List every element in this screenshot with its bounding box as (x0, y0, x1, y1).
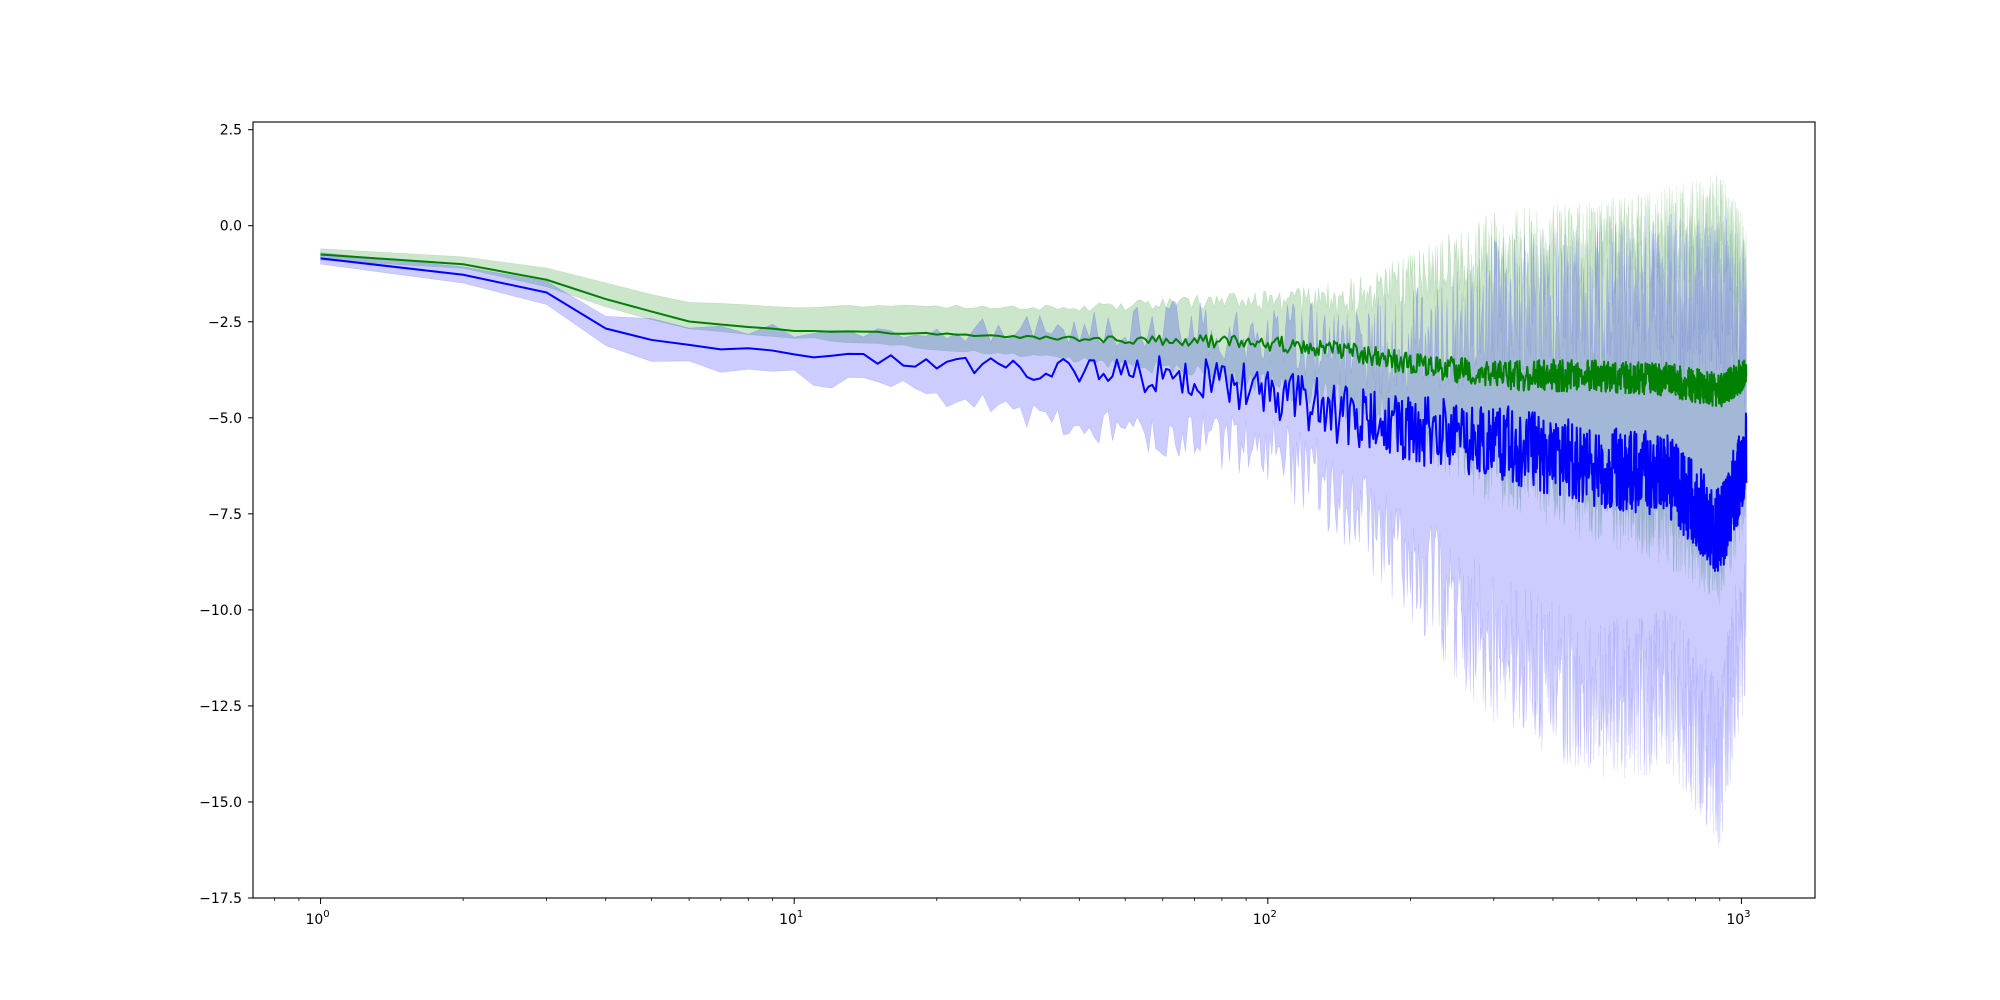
y-tick-label: −17.5 (199, 891, 242, 907)
x-axis: 100 101 102 103 (274, 898, 1751, 928)
series-layer (320, 174, 1748, 848)
x-tick-label: 101 (779, 909, 803, 928)
series-2-line (320, 257, 1748, 573)
x-tick-label: 103 (1726, 909, 1750, 928)
series-1-line (320, 253, 1748, 408)
x-tick-label: 102 (1253, 909, 1277, 928)
y-tick-label: −5.0 (208, 411, 242, 427)
y-tick-label: 2.5 (220, 123, 242, 139)
y-tick-label: −2.5 (208, 315, 242, 331)
y-tick-label: 0.0 (220, 219, 242, 235)
x-tick-label: 100 (305, 909, 329, 928)
y-tick-label: −7.5 (208, 507, 242, 523)
y-tick-label: −10.0 (199, 603, 242, 619)
y-axis: 2.5 0.0 −2.5 −5.0 −7.5 −10.0 −12.5 −15.0 −17.5 (199, 123, 253, 907)
plot-area (253, 122, 1815, 898)
y-tick-label: −15.0 (199, 795, 242, 811)
y-tick-label: −12.5 (199, 699, 242, 715)
plot-frame (252, 121, 1816, 899)
